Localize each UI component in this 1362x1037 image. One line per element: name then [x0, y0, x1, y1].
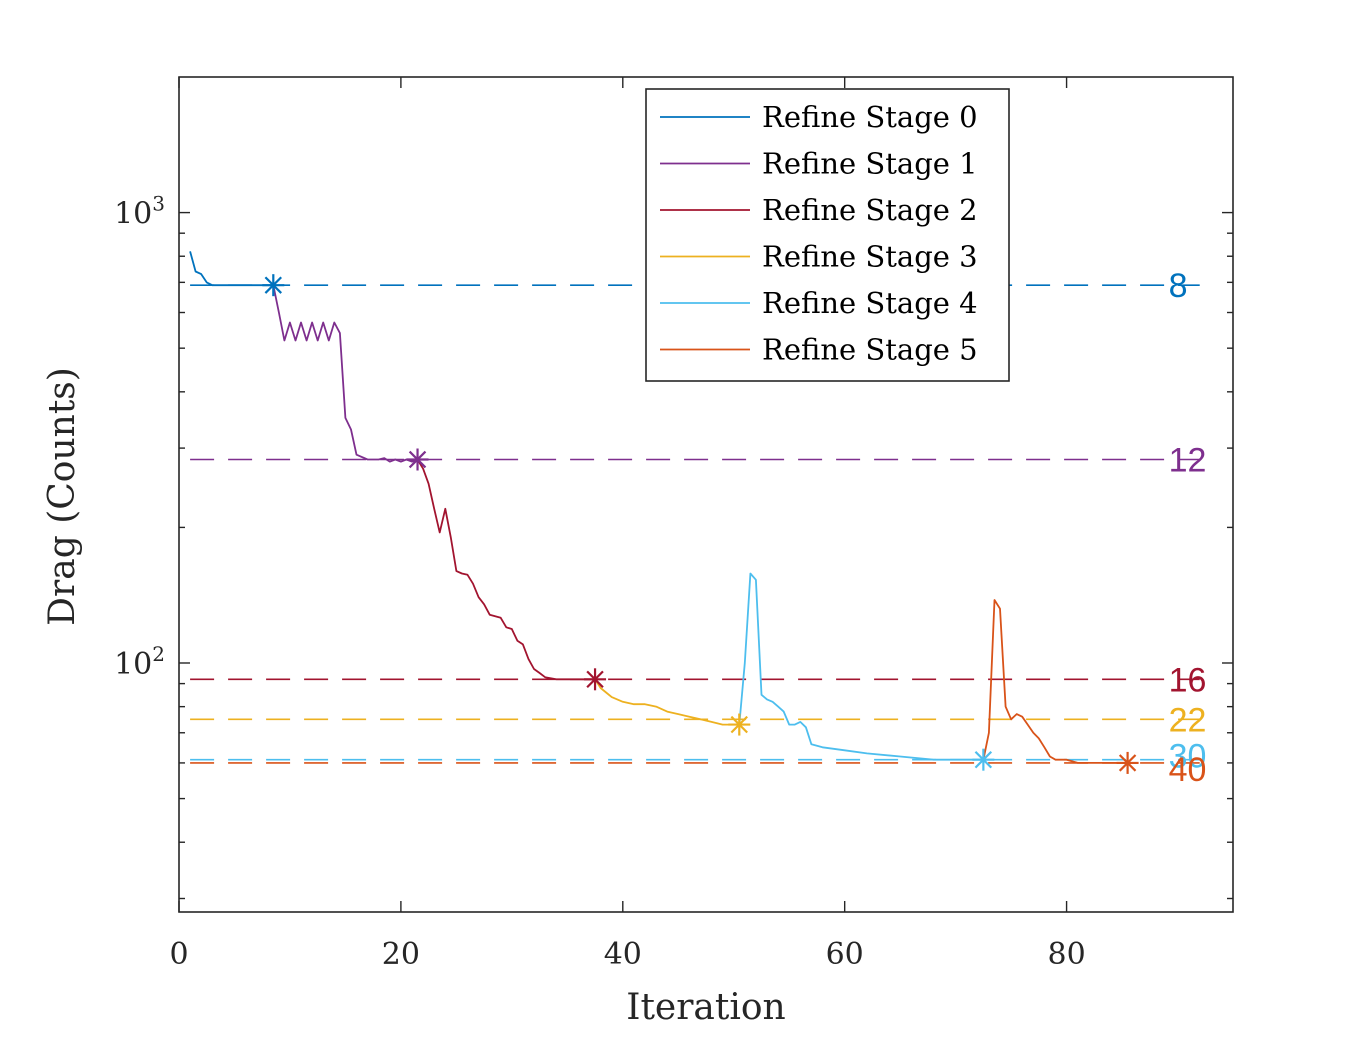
reference-label-16: 16 [1169, 661, 1207, 699]
legend-label: Refine Stage 4 [762, 286, 978, 320]
marker-stage-0 [262, 274, 285, 297]
x-axis-title: Iteration [626, 987, 786, 1028]
marker-stage-4 [972, 748, 995, 771]
legend-label: Refine Stage 1 [762, 147, 978, 181]
marker-stage-5 [1116, 751, 1139, 774]
plot-area-frame [178, 76, 1234, 913]
x-tick-labels: 0 20 40 60 80 [169, 937, 1085, 972]
y-tick-label: 102 [114, 642, 165, 682]
series-line-stage-0 [189, 251, 274, 287]
series-line-stage-3 [594, 678, 740, 726]
x-tick-label: 0 [169, 937, 188, 972]
series-line-stage-4 [738, 572, 984, 761]
legend-label: Refine Stage 2 [762, 193, 978, 227]
y-axis-title: Drag (Counts) [42, 367, 83, 626]
x-tick-label: 40 [604, 937, 642, 972]
axis-ticks [178, 77, 1233, 912]
marker-stage-2 [584, 668, 607, 691]
stage-end-markers [262, 274, 1139, 774]
reference-label-12: 12 [1169, 442, 1207, 480]
x-tick-label: 80 [1047, 937, 1085, 972]
series-line-stage-1 [272, 285, 418, 463]
y-tick-labels: 102 103 [114, 192, 165, 682]
reference-label-8: 8 [1169, 267, 1188, 305]
legend: Refine Stage 0 Refine Stage 1 Refine Stage… [645, 88, 1010, 382]
x-tick-label: 60 [826, 937, 864, 972]
reference-label-30: 30 [1169, 738, 1207, 776]
series-line-stage-2 [416, 459, 596, 681]
legend-label: Refine Stage 3 [762, 240, 978, 274]
marker-stage-3 [728, 713, 751, 736]
legend-box [645, 88, 1010, 382]
x-tick-label: 20 [382, 937, 420, 972]
series-line-stage-5 [982, 599, 1128, 764]
reference-lines [190, 284, 1200, 764]
series-lines [189, 251, 1128, 764]
legend-label: Refine Stage 5 [762, 333, 978, 367]
marker-stage-1 [406, 448, 429, 471]
legend-label: Refine Stage 0 [762, 100, 978, 134]
reference-label-40: 40 [1169, 751, 1207, 789]
reference-label-22: 22 [1169, 701, 1207, 739]
y-tick-label: 103 [114, 192, 165, 232]
